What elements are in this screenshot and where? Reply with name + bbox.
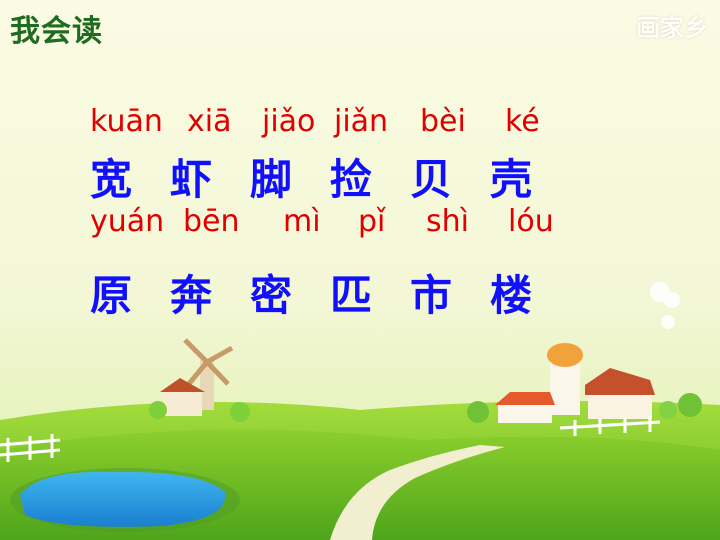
pinyin-item: shì (426, 204, 469, 239)
hanzi-item: 匹 (330, 271, 373, 320)
pinyin-item: ké (505, 104, 540, 139)
pinyin-item: yuán (90, 204, 165, 239)
page-title: 我会读 (10, 14, 103, 49)
hanzi-item: 市 (410, 271, 453, 320)
pinyin-item: mì (283, 204, 321, 239)
watermark-text: 画家乡 (636, 14, 708, 42)
pinyin-item: bèi (420, 104, 466, 139)
pinyin-item: xiā (187, 104, 232, 139)
pinyin-item: jiǎo (262, 104, 316, 139)
hanzi-item: 奔 (170, 271, 213, 320)
hanzi-item: 宽 (90, 155, 133, 204)
hanzi-item: 楼 (490, 271, 533, 320)
hanzi-item: 原 (90, 271, 133, 320)
pinyin-item: kuān (90, 104, 163, 139)
pinyin-item: jiǎn (334, 104, 389, 139)
pinyin-item: lóu (508, 204, 554, 239)
hanzi-item: 密 (250, 271, 293, 320)
hanzi-item: 脚 (250, 155, 293, 204)
hanzi-item: 捡 (330, 155, 373, 204)
hanzi-item: 虾 (170, 155, 213, 204)
hanzi-item: 壳 (490, 155, 533, 204)
pinyin-item: pǐ (358, 204, 386, 239)
hanzi-item: 贝 (410, 155, 453, 204)
pinyin-item: bēn (183, 204, 240, 239)
